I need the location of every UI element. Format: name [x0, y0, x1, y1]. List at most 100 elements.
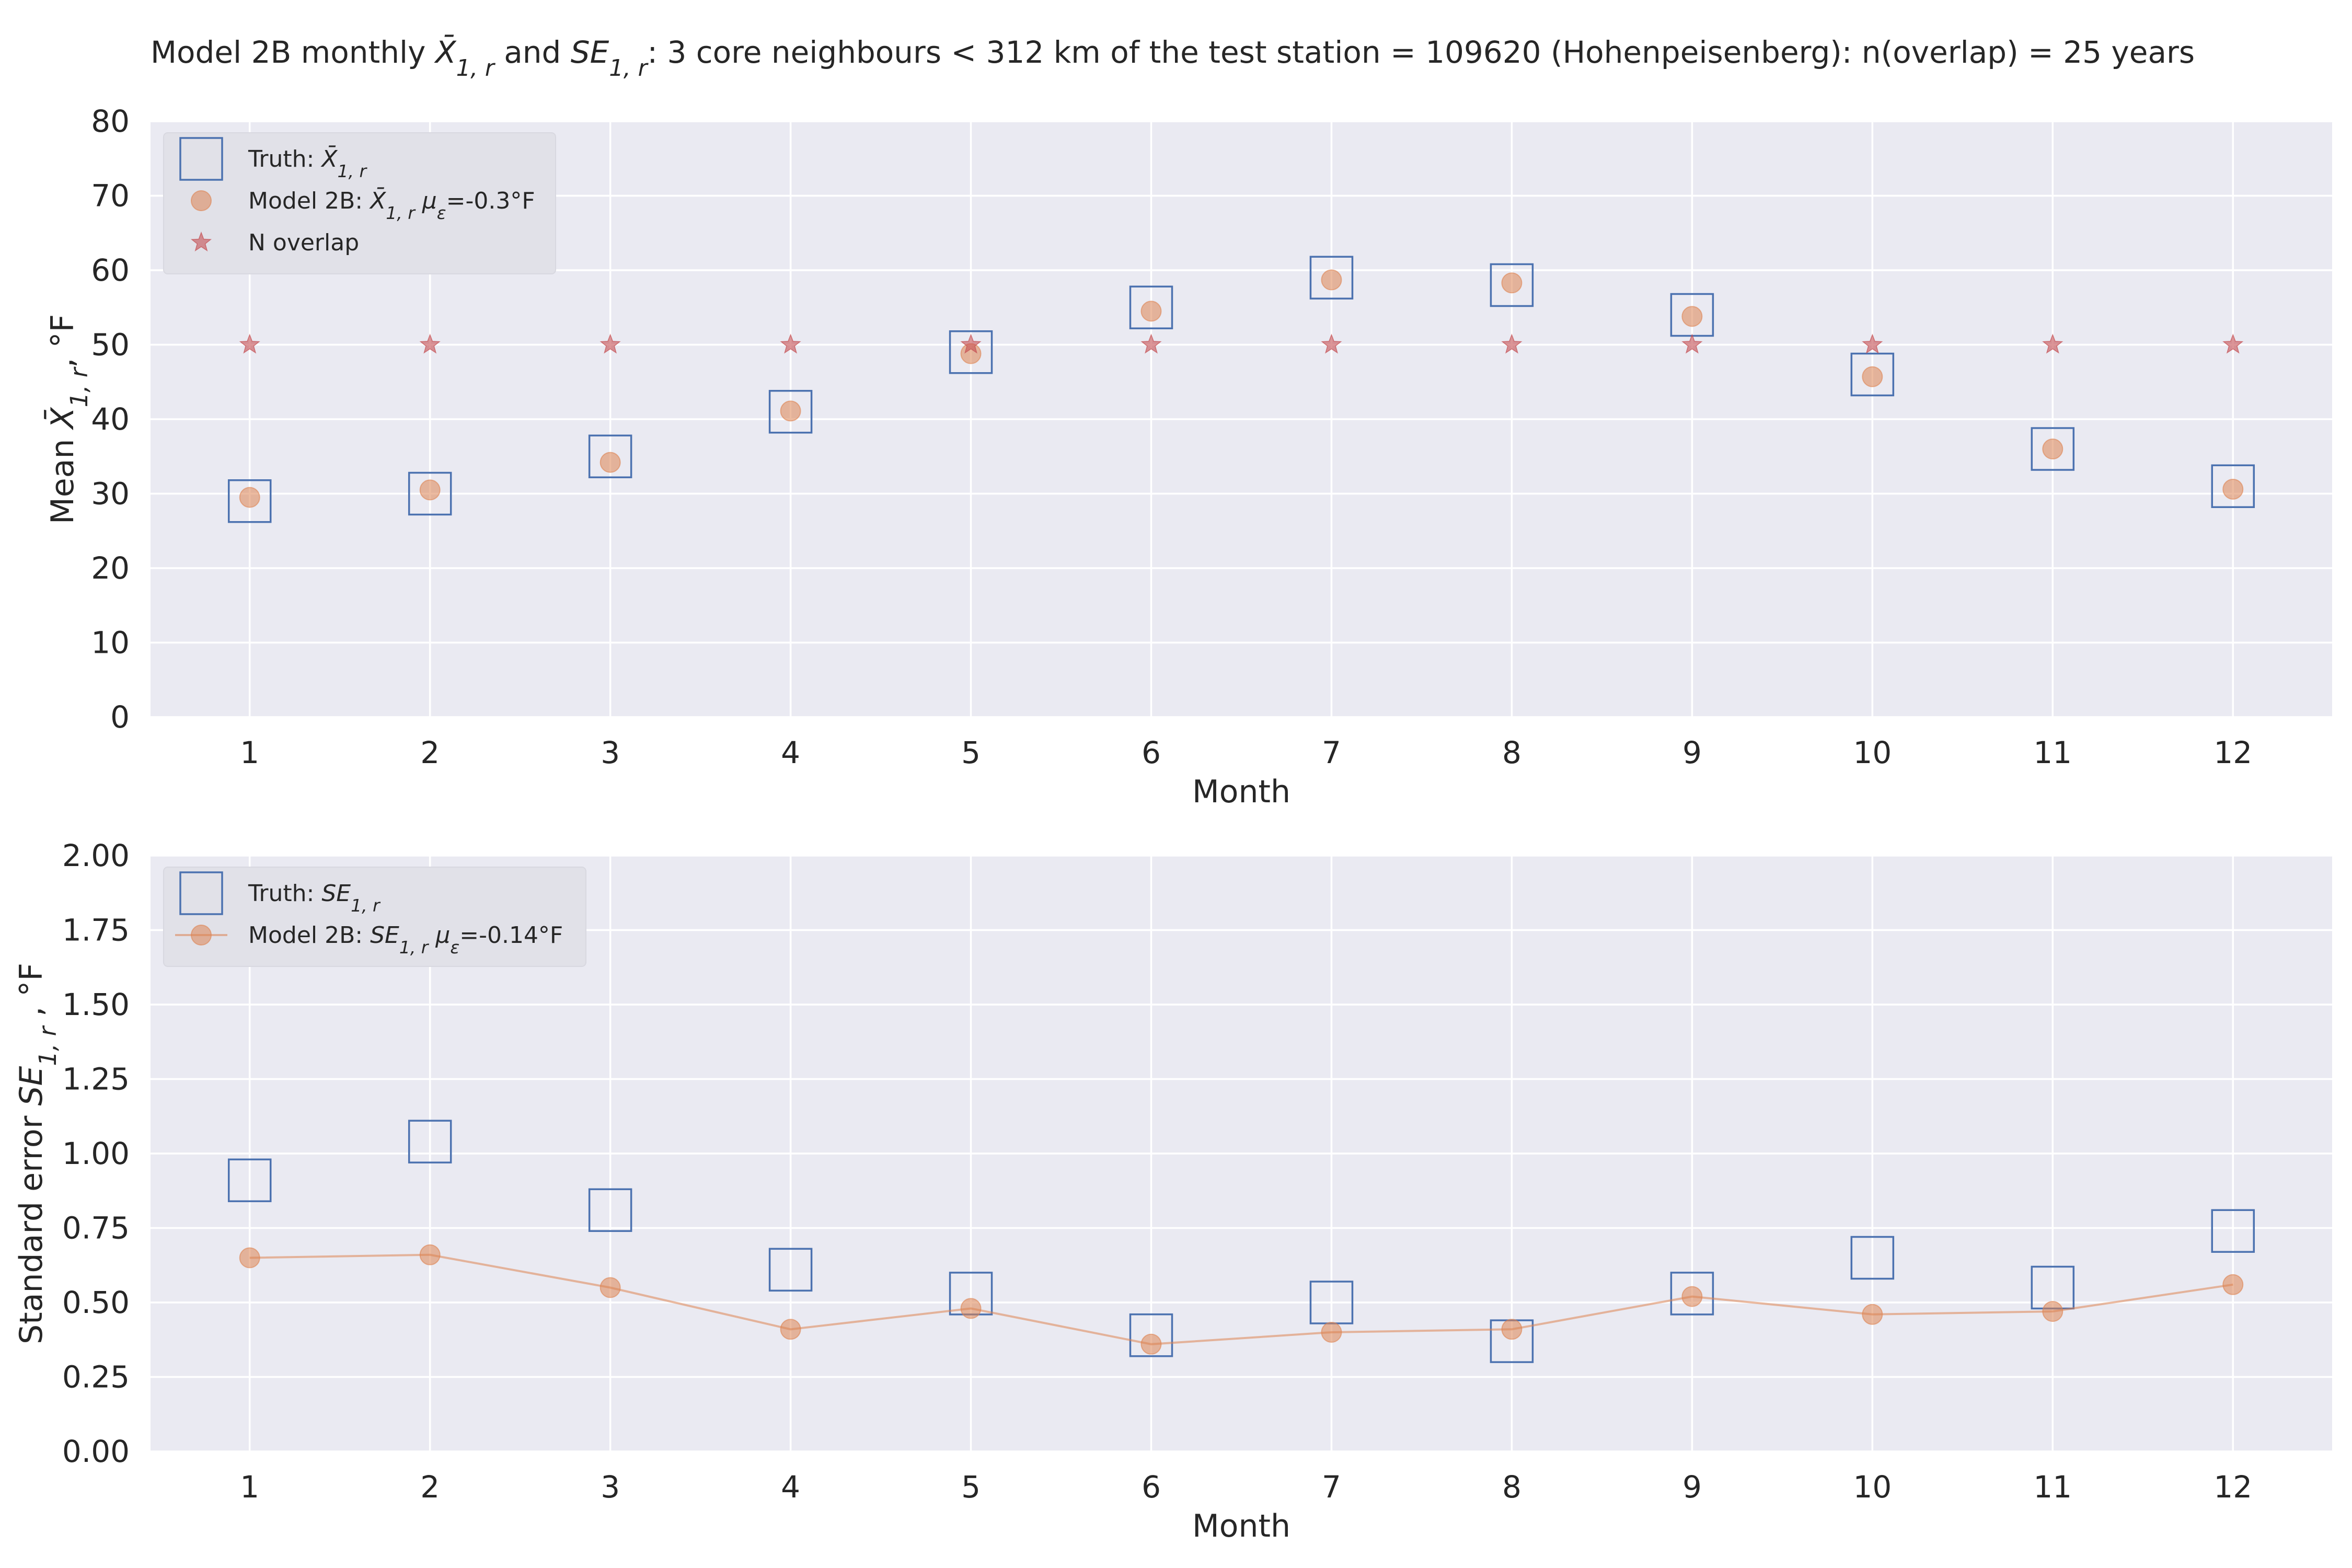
x-tick-label: 4	[781, 1469, 800, 1505]
series-truth	[227, 1120, 2255, 1363]
n-overlap-marker	[1321, 333, 1342, 354]
truth-marker	[227, 479, 272, 523]
n-overlap-marker	[1140, 333, 1162, 354]
truth-marker	[768, 390, 813, 434]
legend-box	[163, 132, 556, 274]
y-tick-label: 0.25	[62, 1359, 130, 1395]
y-tick-label: 60	[91, 252, 130, 288]
n-overlap-marker	[1501, 333, 1523, 354]
model-marker	[419, 1244, 441, 1265]
model-marker	[1321, 1322, 1342, 1343]
legend-label: Model 2B: SE1, r με=-0.14°F	[248, 922, 563, 958]
y-tick-label: 0.00	[62, 1434, 130, 1469]
legend-truth: Truth: X̄1, r	[179, 137, 367, 181]
x-tick-label: 1	[240, 735, 259, 770]
truth-marker	[1670, 1272, 1714, 1316]
model-marker	[1140, 1333, 1162, 1355]
y-tick-label: 20	[91, 550, 130, 586]
legend-label: Truth: X̄1, r	[248, 145, 367, 181]
truth-marker	[1490, 263, 1534, 307]
x-tick-label: 8	[1502, 735, 1521, 770]
x-tick-label: 10	[1853, 1469, 1892, 1505]
legend-marker	[190, 231, 212, 252]
y-axis-label: Mean X̄1, r, °F	[43, 314, 93, 524]
truth-marker	[588, 1188, 632, 1232]
series-truth	[227, 256, 2255, 523]
legend-marker	[179, 137, 223, 181]
x-tick-label: 1	[240, 1469, 259, 1505]
x-tick-label: 6	[1142, 1469, 1161, 1505]
y-tick-label: 0.50	[62, 1285, 130, 1320]
x-tick-label: 5	[961, 1469, 981, 1505]
truth-marker	[227, 1158, 272, 1203]
model-marker	[599, 1277, 621, 1298]
x-tick-label: 3	[601, 1469, 620, 1505]
model-marker	[780, 400, 801, 422]
series-model	[239, 269, 2244, 508]
series-n_overlap	[239, 333, 2244, 354]
model-marker	[419, 479, 441, 501]
x-tick-label: 7	[1322, 735, 1341, 770]
n-overlap-marker	[1681, 333, 1703, 354]
x-axis-label: Month	[1192, 1508, 1290, 1544]
legend-label: N overlap	[248, 229, 359, 256]
model-marker	[1501, 272, 1523, 294]
n-overlap-marker	[239, 333, 260, 354]
truth-marker	[1850, 1236, 1895, 1280]
truth-marker	[949, 330, 993, 374]
model-marker	[2042, 1301, 2063, 1322]
y-tick-label: 1.25	[62, 1062, 130, 1097]
series-model	[239, 1244, 2244, 1355]
y-axis-label: Standard error SE1, r , °F	[13, 963, 62, 1344]
y-tick-label: 30	[91, 476, 130, 512]
truth-marker	[2211, 464, 2255, 508]
legend-model: Model 2B: SE1, r με=-0.14°F	[175, 922, 563, 958]
model-marker	[1140, 301, 1162, 322]
x-tick-label: 12	[2213, 735, 2252, 770]
truth-marker	[408, 471, 452, 516]
model-marker	[1681, 1286, 1703, 1307]
legend-label: Truth: SE1, r	[248, 880, 381, 916]
n-overlap-marker	[780, 333, 801, 354]
x-tick-label: 2	[420, 735, 440, 770]
y-tick-label: 2.00	[62, 838, 130, 873]
x-tick-label: 9	[1682, 735, 1702, 770]
x-tick-label: 9	[1682, 1469, 1702, 1505]
x-tick-label: 2	[420, 1469, 440, 1505]
model-marker	[239, 1247, 260, 1269]
y-tick-label: 80	[91, 103, 130, 139]
model-marker	[1862, 366, 1883, 387]
model-marker	[2222, 478, 2244, 500]
x-tick-label: 5	[961, 735, 981, 770]
x-tick-label: 11	[2033, 1469, 2072, 1505]
truth-marker	[768, 1248, 813, 1292]
truth-marker	[2211, 1209, 2255, 1253]
model-marker	[780, 1319, 801, 1340]
model-marker	[239, 487, 260, 508]
series-line	[249, 1253, 2233, 1345]
model-marker	[1681, 306, 1703, 327]
truth-marker	[2031, 427, 2075, 471]
y-tick-label: 0.75	[62, 1210, 130, 1246]
legend-label: Model 2B: X̄1, r με=-0.3°F	[248, 187, 535, 223]
x-tick-label: 12	[2213, 1469, 2252, 1505]
figure-title: Model 2B monthly X̄1, r and SE1, r: 3 co…	[151, 33, 2195, 82]
model-marker	[1501, 1319, 1523, 1340]
legend-model: Model 2B: X̄1, r με=-0.3°F	[191, 187, 535, 223]
n-overlap-marker	[2042, 333, 2063, 354]
legend: Truth: X̄1, r Model 2B: X̄1, r με=-0.3°F N…	[163, 132, 556, 274]
truth-marker	[1129, 285, 1173, 329]
n-overlap-marker	[419, 333, 441, 354]
y-tick-label: 70	[91, 178, 130, 214]
legend-n-overlap: N overlap	[190, 229, 359, 256]
x-tick-label: 4	[781, 735, 800, 770]
model-marker	[2042, 439, 2063, 459]
x-tick-label: 7	[1322, 1469, 1341, 1505]
n-overlap-marker	[1862, 333, 1883, 354]
legend-marker	[191, 925, 212, 946]
truth-marker	[1309, 256, 1354, 299]
model-marker	[960, 1298, 982, 1319]
x-tick-label: 11	[2033, 735, 2072, 770]
y-tick-label: 1.50	[62, 987, 130, 1022]
